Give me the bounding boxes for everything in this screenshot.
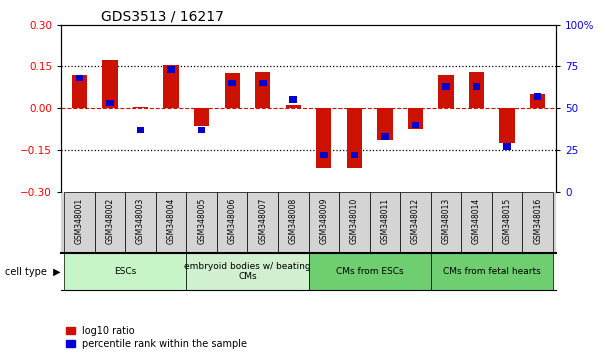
Bar bbox=[469, 72, 484, 108]
Text: GSM348006: GSM348006 bbox=[228, 198, 236, 244]
Bar bbox=[76, 75, 83, 81]
Bar bbox=[72, 75, 87, 108]
Bar bbox=[229, 80, 236, 86]
Text: GSM348014: GSM348014 bbox=[472, 198, 481, 244]
Bar bbox=[408, 108, 423, 129]
FancyBboxPatch shape bbox=[492, 192, 522, 253]
Bar bbox=[290, 97, 297, 103]
Bar bbox=[442, 83, 450, 90]
Bar bbox=[137, 126, 144, 133]
FancyBboxPatch shape bbox=[522, 192, 553, 253]
FancyBboxPatch shape bbox=[217, 192, 247, 253]
Bar bbox=[164, 65, 179, 108]
Text: GSM348013: GSM348013 bbox=[442, 198, 450, 244]
Text: GSM348009: GSM348009 bbox=[320, 198, 328, 244]
Bar bbox=[534, 93, 541, 100]
Text: cell type  ▶: cell type ▶ bbox=[5, 267, 60, 276]
FancyBboxPatch shape bbox=[431, 253, 553, 290]
FancyBboxPatch shape bbox=[309, 253, 431, 290]
Bar bbox=[259, 80, 266, 86]
FancyBboxPatch shape bbox=[156, 192, 186, 253]
FancyBboxPatch shape bbox=[370, 192, 400, 253]
Legend: log10 ratio, percentile rank within the sample: log10 ratio, percentile rank within the … bbox=[66, 326, 247, 349]
Bar bbox=[106, 100, 114, 107]
FancyBboxPatch shape bbox=[278, 192, 309, 253]
Bar bbox=[198, 126, 205, 133]
Text: GDS3513 / 16217: GDS3513 / 16217 bbox=[101, 10, 224, 24]
Bar bbox=[316, 108, 331, 168]
Bar bbox=[381, 133, 389, 140]
Text: GSM348001: GSM348001 bbox=[75, 198, 84, 244]
Bar bbox=[530, 94, 546, 108]
Bar bbox=[225, 73, 240, 108]
Bar bbox=[473, 83, 480, 90]
Text: embryoid bodies w/ beating
CMs: embryoid bodies w/ beating CMs bbox=[184, 262, 311, 281]
Text: GSM348012: GSM348012 bbox=[411, 198, 420, 244]
FancyBboxPatch shape bbox=[309, 192, 339, 253]
Bar bbox=[167, 67, 175, 73]
Bar bbox=[194, 108, 209, 126]
Bar bbox=[286, 105, 301, 108]
Text: GSM348016: GSM348016 bbox=[533, 198, 542, 244]
FancyBboxPatch shape bbox=[431, 192, 461, 253]
Text: CMs from ESCs: CMs from ESCs bbox=[336, 267, 403, 276]
FancyBboxPatch shape bbox=[186, 192, 217, 253]
Text: GSM348008: GSM348008 bbox=[289, 198, 298, 244]
Bar bbox=[439, 75, 453, 108]
FancyBboxPatch shape bbox=[186, 253, 309, 290]
Text: GSM348011: GSM348011 bbox=[381, 198, 389, 244]
Bar bbox=[412, 121, 419, 128]
Bar bbox=[347, 108, 362, 168]
FancyBboxPatch shape bbox=[64, 192, 95, 253]
Text: CMs from fetal hearts: CMs from fetal hearts bbox=[443, 267, 541, 276]
Bar bbox=[255, 72, 270, 108]
FancyBboxPatch shape bbox=[461, 192, 492, 253]
Text: ESCs: ESCs bbox=[114, 267, 136, 276]
Bar bbox=[378, 108, 393, 140]
Text: GSM348005: GSM348005 bbox=[197, 198, 206, 244]
FancyBboxPatch shape bbox=[125, 192, 156, 253]
FancyBboxPatch shape bbox=[64, 253, 186, 290]
Text: GSM348004: GSM348004 bbox=[167, 198, 175, 244]
FancyBboxPatch shape bbox=[95, 192, 125, 253]
FancyBboxPatch shape bbox=[339, 192, 370, 253]
Text: GSM348003: GSM348003 bbox=[136, 198, 145, 244]
Bar bbox=[133, 107, 148, 108]
Bar bbox=[320, 152, 327, 158]
Bar bbox=[103, 59, 118, 108]
Text: GSM348015: GSM348015 bbox=[503, 198, 511, 244]
Text: GSM348010: GSM348010 bbox=[350, 198, 359, 244]
Text: GSM348007: GSM348007 bbox=[258, 198, 267, 244]
Bar bbox=[500, 108, 515, 143]
FancyBboxPatch shape bbox=[400, 192, 431, 253]
Bar bbox=[351, 152, 358, 158]
Bar bbox=[503, 143, 511, 150]
Text: GSM348002: GSM348002 bbox=[106, 198, 114, 244]
FancyBboxPatch shape bbox=[247, 192, 278, 253]
